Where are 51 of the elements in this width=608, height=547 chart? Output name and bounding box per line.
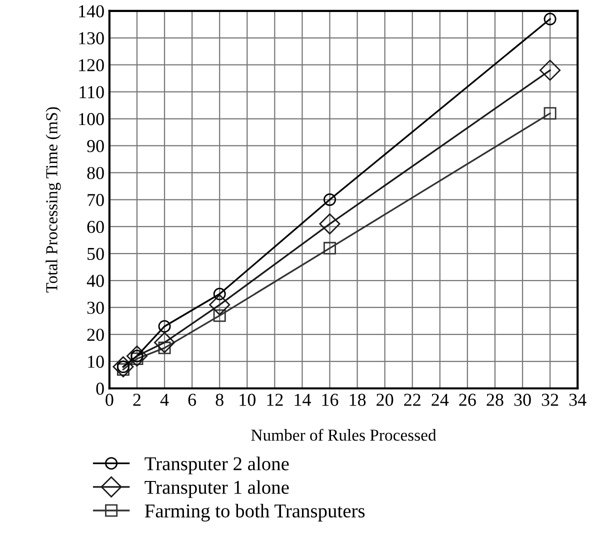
x-tick-label: 4 [160, 394, 169, 406]
point [209, 294, 230, 316]
point [154, 332, 176, 354]
y-tick-label: 70 [88, 194, 104, 206]
point [126, 346, 148, 367]
x-tick-label: 34 [569, 394, 586, 406]
point [213, 309, 226, 322]
y-tick-label: 130 [79, 32, 104, 44]
y-tick-label: 110 [80, 86, 104, 98]
x-tick-label: 24 [432, 394, 449, 406]
legend-label: Farming to both Transputers [144, 504, 365, 522]
y-tick-label: 100 [79, 113, 104, 126]
y-tick-label: 0 [96, 382, 104, 395]
point [324, 193, 336, 206]
y-tick-label: 20 [87, 328, 104, 341]
x-tick-label: 14 [294, 394, 311, 406]
point [112, 356, 134, 378]
y-tick-label: 60 [87, 220, 104, 234]
x-tick-label: 22 [404, 394, 420, 406]
point [544, 12, 556, 26]
y-tick-label: 30 [87, 302, 104, 314]
point [540, 60, 561, 81]
y-tick-label: 140 [79, 5, 104, 18]
x-tick-label: 10 [240, 394, 256, 406]
legend-label: Transputer 1 alone [144, 480, 289, 498]
y-tick-label: 40 [86, 274, 104, 287]
x-tick-label: 28 [486, 394, 504, 406]
y-tick-label: 120 [79, 59, 104, 72]
x-tick-label: 18 [350, 394, 366, 406]
y-tick-label: 90 [87, 140, 104, 152]
x-tick-label: 26 [459, 394, 476, 406]
legend-label: Transputer 2 alone [144, 456, 289, 474]
point [319, 213, 340, 234]
x-tick-label: 8 [216, 394, 224, 406]
x-tick-label: 0 [106, 394, 114, 406]
x-axis-title: Number of Rules Processed [251, 428, 436, 441]
x-tick-label: 32 [542, 394, 558, 406]
y-tick-label: 50 [88, 248, 104, 260]
y-tick-label: 10 [88, 356, 104, 368]
point [158, 320, 171, 333]
point [213, 288, 226, 300]
x-tick-label: 16 [322, 394, 338, 406]
x-tick-label: 2 [133, 394, 140, 406]
y-tick-label: 80 [87, 166, 104, 180]
x-tick-label: 6 [188, 394, 196, 406]
x-tick-label: 30 [514, 394, 531, 406]
point [544, 107, 556, 120]
point [324, 242, 336, 254]
x-tick-label: 12 [267, 394, 283, 406]
x-tick-label: 20 [376, 394, 394, 406]
y-axis-title: Total Processing Time (mS) [46, 107, 61, 293]
